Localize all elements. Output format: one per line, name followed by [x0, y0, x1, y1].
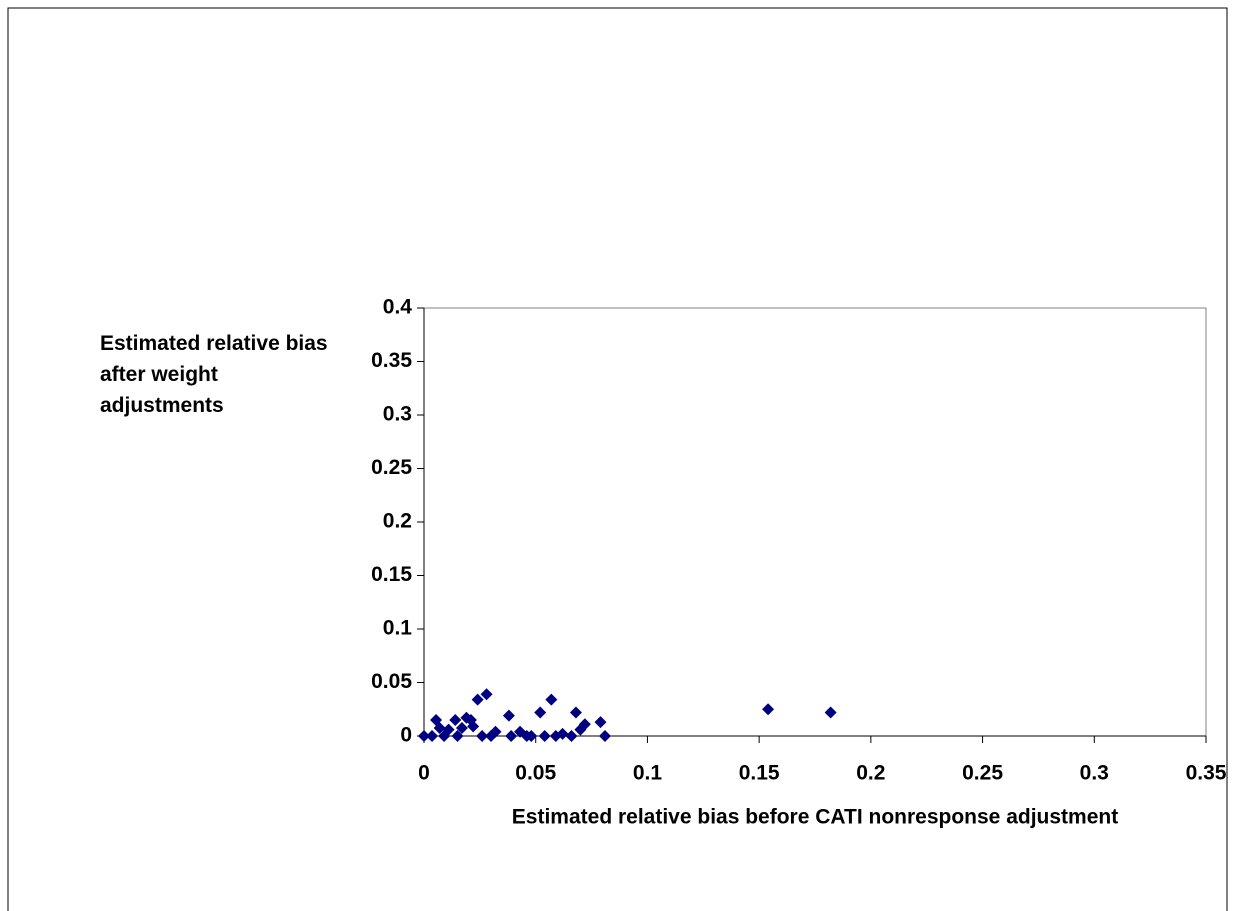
y-tick-label: 0.15 [371, 563, 412, 586]
point [433, 721, 446, 734]
point [762, 703, 775, 716]
point [502, 709, 515, 722]
point [505, 730, 518, 742]
point [824, 706, 837, 719]
point [449, 713, 462, 726]
point [545, 693, 558, 706]
point [442, 723, 455, 736]
point [534, 706, 547, 719]
y-tick-label: 0.05 [371, 670, 412, 693]
y-axis-label: Estimated relative bias after weight adj… [100, 332, 328, 417]
y-tick-label: 0.25 [371, 456, 412, 479]
point [578, 718, 591, 731]
y-tick-label: 0.3 [383, 403, 412, 426]
x-tick-label: 0.3 [1080, 762, 1109, 785]
x-tick-label: 0.25 [962, 762, 1003, 785]
x-tick-label: 0.15 [739, 762, 780, 785]
point [467, 720, 480, 733]
y-tick-label: 0.4 [383, 296, 413, 319]
point [480, 688, 493, 701]
x-tick-label: 0.1 [633, 762, 663, 785]
point [594, 716, 607, 729]
point [455, 721, 468, 734]
point [426, 730, 439, 742]
point [538, 730, 551, 742]
y-tick-label: 0 [400, 724, 412, 747]
point [451, 730, 464, 742]
point [489, 725, 502, 738]
point [556, 727, 569, 740]
point [525, 730, 538, 742]
point [418, 730, 430, 742]
x-axis-label: Estimated relative bias before CATI nonr… [512, 806, 1118, 829]
x-tick-label: 0.05 [515, 762, 556, 785]
x-tick-label: 0 [418, 762, 430, 785]
x-tick-label: 0.35 [1186, 762, 1227, 785]
x-tick-label: 0.2 [856, 762, 885, 785]
point [569, 706, 582, 719]
y-tick-label: 0.35 [371, 349, 412, 372]
point [471, 693, 484, 706]
point [476, 730, 489, 742]
y-tick-label: 0.2 [383, 510, 412, 533]
point [598, 730, 611, 742]
chart-frame [7, 7, 1228, 911]
y-tick-label: 0.1 [383, 617, 413, 640]
point [565, 730, 578, 742]
